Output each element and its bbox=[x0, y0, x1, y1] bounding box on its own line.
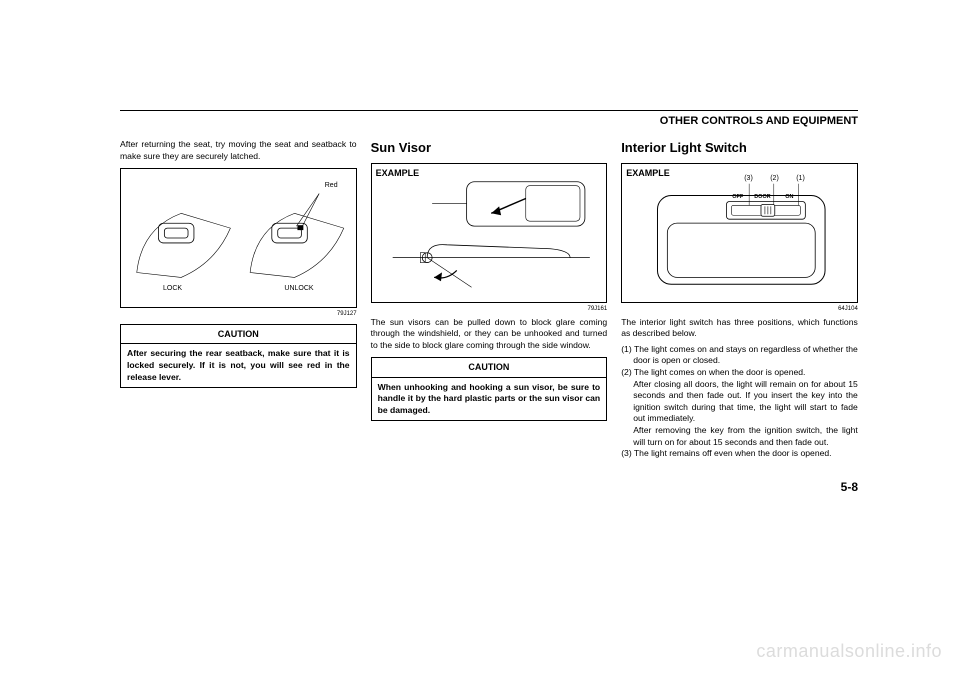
item-3: (3) The light remains off even when the … bbox=[621, 448, 858, 460]
col1-intro: After returning the seat, try moving the… bbox=[120, 139, 357, 162]
item-2c: After removing the key from the ignition… bbox=[621, 425, 858, 448]
running-head: OTHER CONTROLS AND EQUIPMENT bbox=[120, 115, 858, 127]
unlock-label: UNLOCK bbox=[284, 284, 313, 293]
callout-1: (1) bbox=[796, 174, 805, 183]
col2-caution: CAUTION When unhooking and hooking a sun… bbox=[371, 357, 608, 421]
col1-caution: CAUTION After securing the rear seatback… bbox=[120, 324, 357, 388]
item-2b: After closing all doors, the light will … bbox=[621, 379, 858, 425]
caution-body: After securing the rear seatback, make s… bbox=[121, 344, 356, 387]
col3-heading: Interior Light Switch bbox=[621, 139, 858, 157]
col1-fig-id: 79J127 bbox=[120, 310, 357, 318]
col1-figure: Red LOCK UNLOCK bbox=[120, 168, 357, 308]
caution-title: CAUTION bbox=[121, 325, 356, 344]
column-3: Interior Light Switch EXAMPLE (1) (2) (3… bbox=[621, 139, 858, 460]
lock-label: LOCK bbox=[163, 284, 182, 293]
caution-body-2: When unhooking and hooking a sun visor, … bbox=[372, 378, 607, 421]
col2-figure: EXAMPLE bbox=[371, 163, 608, 303]
seat-latch-illustration bbox=[121, 169, 356, 307]
watermark: carmanualsonline.info bbox=[756, 641, 942, 662]
example-label: EXAMPLE bbox=[376, 167, 420, 179]
switch-on: ON bbox=[785, 194, 793, 201]
col2-heading: Sun Visor bbox=[371, 139, 608, 157]
caution-title-2: CAUTION bbox=[372, 358, 607, 377]
page-number: 5-8 bbox=[120, 480, 858, 494]
switch-door: DOOR bbox=[754, 194, 771, 201]
item-1: (1) The light comes on and stays on rega… bbox=[621, 344, 858, 367]
callout-2: (2) bbox=[770, 174, 779, 183]
col3-list: (1) The light comes on and stays on rega… bbox=[621, 344, 858, 460]
col2-fig-id: 79J161 bbox=[371, 305, 608, 313]
col3-body: The interior light switch has three posi… bbox=[621, 317, 858, 340]
column-2: Sun Visor EXAMPLE bbox=[371, 139, 608, 460]
callout-3: (3) bbox=[744, 174, 753, 183]
columns: After returning the seat, try moving the… bbox=[120, 139, 858, 460]
col3-figure: EXAMPLE (1) (2) (3) bbox=[621, 163, 858, 303]
switch-off: OFF bbox=[732, 194, 743, 201]
example-label-3: EXAMPLE bbox=[626, 167, 670, 179]
red-label: Red bbox=[325, 181, 338, 190]
col2-body: The sun visors can be pulled down to blo… bbox=[371, 317, 608, 352]
item-2: (2) The light comes on when the door is … bbox=[621, 367, 858, 379]
column-1: After returning the seat, try moving the… bbox=[120, 139, 357, 460]
sun-visor-illustration bbox=[372, 164, 607, 302]
col3-fig-id: 64J104 bbox=[621, 305, 858, 313]
interior-light-illustration bbox=[622, 164, 857, 302]
header-rule bbox=[120, 110, 858, 111]
